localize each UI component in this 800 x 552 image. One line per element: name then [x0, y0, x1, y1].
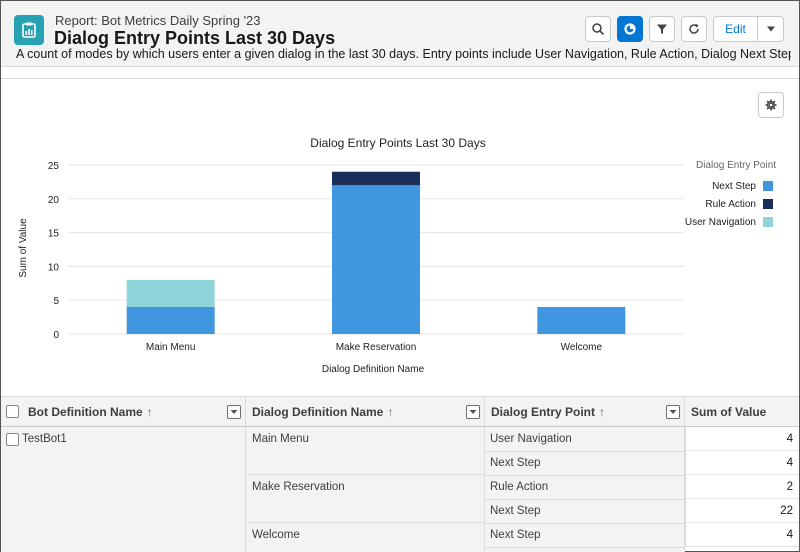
refresh-icon — [689, 23, 699, 34]
row-divider — [246, 474, 485, 475]
x-tick-label: Main Menu — [146, 342, 195, 353]
row-divider — [485, 499, 685, 500]
chevron-down-icon — [230, 410, 238, 414]
column-menu-button[interactable] — [227, 405, 241, 419]
sum-of-value-cell: 4 — [685, 427, 799, 451]
bot-name: TestBot1 — [22, 433, 67, 445]
gear-icon — [765, 99, 777, 111]
sum-of-value-cell: 2 — [685, 475, 799, 499]
y-axis-label: Sum of Value — [18, 218, 29, 278]
entry-point-cell: User Navigation — [490, 433, 572, 445]
sort-ascending-icon: ↑ — [387, 404, 394, 419]
select-all-checkbox[interactable] — [6, 405, 19, 418]
y-tick-label: 25 — [48, 161, 60, 172]
chevron-down-icon — [766, 26, 775, 32]
report-subtitle: Report: Bot Metrics Daily Spring '23 — [55, 13, 261, 28]
entry-point-column — [485, 427, 685, 552]
legend-swatch[interactable] — [763, 217, 773, 227]
toolbar-separator — [1, 67, 799, 79]
y-tick-label: 10 — [48, 262, 60, 273]
row-divider — [485, 547, 685, 548]
legend-label: Next Step — [712, 181, 756, 192]
edit-menu-button[interactable] — [758, 17, 783, 41]
y-tick-label: 5 — [53, 296, 59, 307]
edit-button-group: Edit — [713, 16, 784, 42]
sum-of-value-cell: 4 — [685, 523, 799, 547]
legend-swatch[interactable] — [763, 181, 773, 191]
legend-title: Dialog Entry Point — [696, 160, 776, 171]
column-header-bot-definition[interactable]: Bot Definition Name ↑ — [1, 397, 246, 427]
page-title: Dialog Entry Points Last 30 Days — [54, 28, 336, 48]
report-header: Report: Bot Metrics Daily Spring '23 Dia… — [1, 1, 799, 67]
dialog-name: Main Menu — [252, 433, 309, 445]
entry-point-cell: Next Step — [490, 457, 541, 469]
search-icon — [592, 23, 605, 36]
y-tick-label: 0 — [53, 330, 59, 341]
column-header-sum-of-value[interactable]: Sum of Value — [685, 397, 799, 427]
entry-point-cell: Next Step — [490, 505, 541, 517]
column-menu-button[interactable] — [666, 405, 680, 419]
sum-of-value-cell: 22 — [685, 499, 799, 523]
row-checkbox[interactable] — [6, 432, 19, 446]
filter-button[interactable] — [649, 16, 675, 42]
entry-point-cell: Next Step — [490, 529, 541, 541]
x-tick-label: Make Reservation — [336, 342, 417, 353]
chevron-down-icon — [669, 410, 677, 414]
dialog-group-column — [246, 427, 485, 552]
x-tick-label: Welcome — [561, 342, 603, 353]
bar-segment[interactable] — [332, 171, 420, 186]
legend-label: User Navigation — [685, 217, 756, 228]
refresh-button[interactable] — [681, 16, 707, 42]
legend-label: Rule Action — [705, 199, 756, 210]
bar-segment[interactable] — [126, 279, 215, 307]
dialog-name: Welcome — [252, 529, 300, 541]
bot-group-column — [1, 427, 246, 552]
row-divider — [246, 522, 485, 523]
edit-button[interactable]: Edit — [714, 17, 758, 41]
bar-segment[interactable] — [332, 185, 420, 334]
filter-icon — [657, 24, 667, 34]
chart-toggle-button[interactable] — [617, 16, 643, 42]
search-button[interactable] — [585, 16, 611, 42]
y-tick-label: 20 — [48, 195, 60, 206]
x-axis-label: Dialog Definition Name — [322, 364, 425, 375]
bar-segment[interactable] — [537, 306, 626, 334]
sort-ascending-icon: ↑ — [599, 404, 606, 419]
table-row: TestBot1 — [6, 431, 67, 447]
sum-of-value-cell: 4 — [685, 451, 799, 475]
report-table: Bot Definition Name ↑ Dialog Definition … — [1, 396, 799, 552]
report-description: A count of modes by which users enter a … — [16, 47, 791, 61]
sort-ascending-icon: ↑ — [146, 404, 153, 419]
stacked-bar-chart: Dialog Entry Points Last 30 Days Sum of … — [18, 136, 776, 375]
row-divider — [485, 451, 685, 452]
report-icon — [14, 15, 44, 45]
chart-title: Dialog Entry Points Last 30 Days — [310, 136, 485, 150]
chart-icon — [624, 23, 636, 35]
dialog-name: Make Reservation — [252, 481, 345, 493]
column-menu-button[interactable] — [466, 405, 480, 419]
chart-settings-button[interactable] — [758, 92, 784, 118]
y-tick-label: 15 — [48, 229, 60, 240]
column-header-dialog-definition[interactable]: Dialog Definition Name ↑ — [246, 397, 485, 427]
legend-swatch[interactable] — [763, 199, 773, 209]
bar-segment[interactable] — [126, 306, 215, 334]
row-divider — [485, 523, 685, 524]
row-divider — [485, 475, 685, 476]
entry-point-cell: Rule Action — [490, 481, 549, 493]
chevron-down-icon — [469, 410, 477, 414]
column-header-dialog-entry-point[interactable]: Dialog Entry Point ↑ — [485, 397, 685, 427]
